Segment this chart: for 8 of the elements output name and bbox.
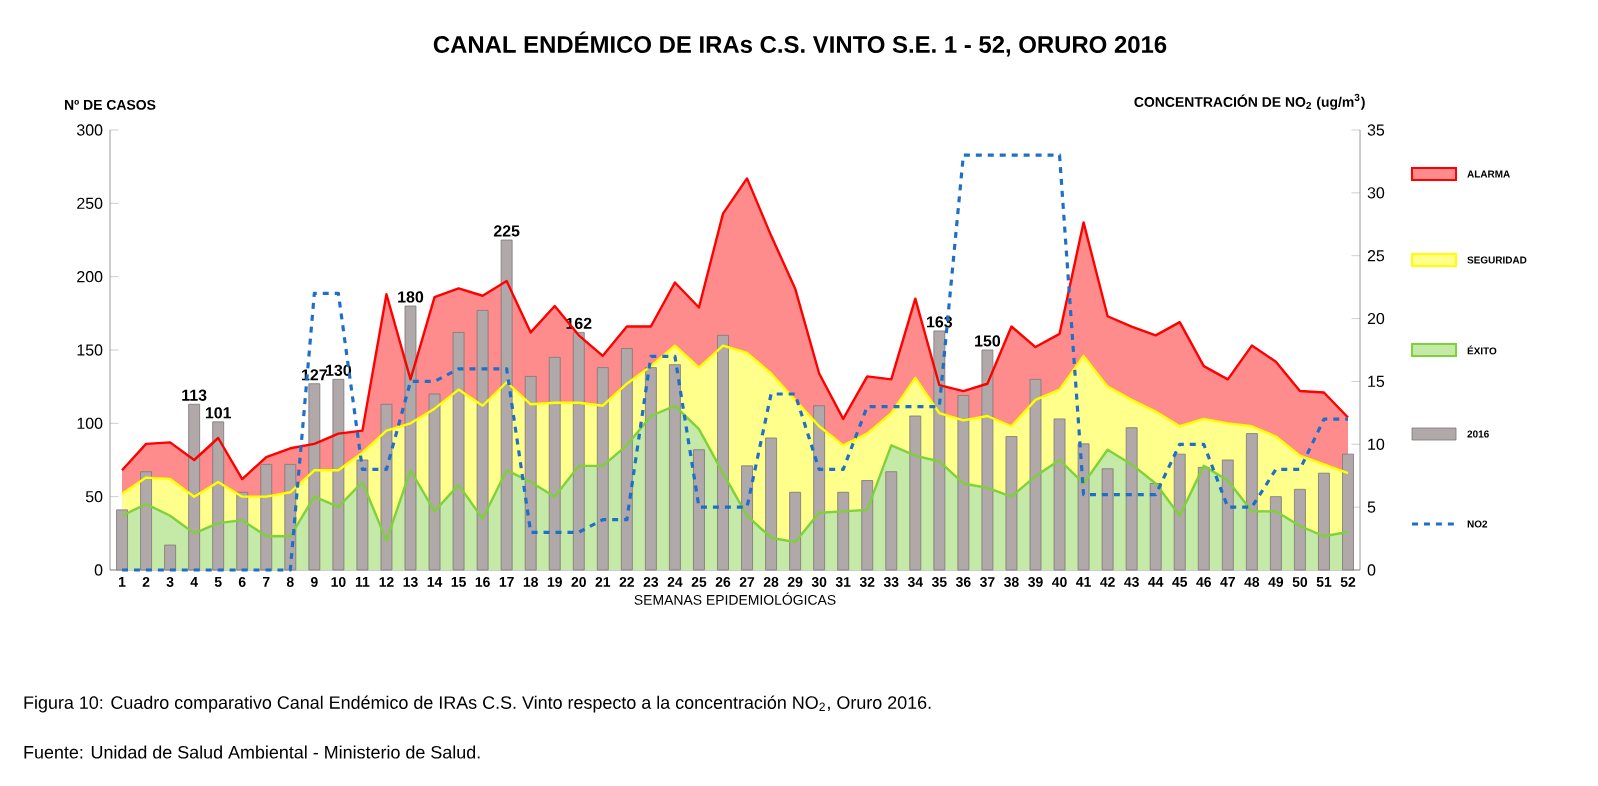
chart-title: CANAL ENDÉMICO DE IRAs C.S. VINTO S.E. 1 - 52, ORURO 2016: [433, 31, 1167, 57]
bar: [140, 471, 152, 571]
bar: [164, 544, 177, 571]
bar: [212, 421, 225, 571]
bar: [236, 491, 249, 571]
source-note: Fuente: Unidad de Salud Ambiental - Ministerio de Salud.: [24, 745, 480, 759]
bar: [188, 403, 201, 571]
text: Figura 10: Cuadro comparativo Canal Endémico de IRAs C.S. Vinto respecto a la concentración NO$_{2}$, Oruro 2016.: [24, 695, 931, 713]
